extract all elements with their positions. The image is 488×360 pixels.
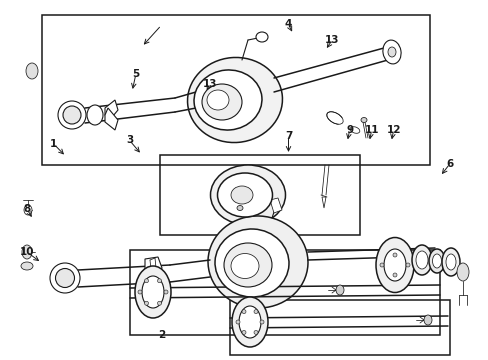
Ellipse shape	[231, 297, 267, 347]
Ellipse shape	[217, 173, 272, 217]
Ellipse shape	[237, 206, 243, 211]
Ellipse shape	[253, 310, 258, 314]
Ellipse shape	[194, 70, 262, 130]
Polygon shape	[269, 198, 282, 213]
Ellipse shape	[441, 248, 459, 276]
Ellipse shape	[21, 262, 33, 270]
Ellipse shape	[63, 106, 81, 124]
Ellipse shape	[405, 263, 409, 267]
Ellipse shape	[335, 285, 343, 295]
Ellipse shape	[382, 40, 400, 64]
Ellipse shape	[210, 165, 285, 225]
Ellipse shape	[207, 216, 307, 308]
Ellipse shape	[50, 263, 80, 293]
Text: 13: 13	[203, 78, 217, 89]
Bar	[160, 155, 359, 235]
Ellipse shape	[230, 186, 252, 204]
Text: 5: 5	[132, 69, 139, 79]
Ellipse shape	[135, 266, 171, 318]
Text: 8: 8	[23, 204, 30, 214]
Ellipse shape	[375, 238, 413, 292]
Ellipse shape	[87, 105, 103, 125]
Ellipse shape	[392, 273, 396, 277]
Ellipse shape	[22, 245, 32, 259]
Ellipse shape	[187, 58, 282, 143]
Polygon shape	[321, 197, 325, 208]
Ellipse shape	[58, 101, 86, 129]
Ellipse shape	[260, 320, 264, 324]
Ellipse shape	[326, 112, 343, 124]
Ellipse shape	[215, 229, 288, 297]
Ellipse shape	[230, 253, 259, 279]
Ellipse shape	[242, 330, 245, 334]
Ellipse shape	[144, 301, 148, 305]
Text: 13: 13	[325, 35, 339, 45]
Ellipse shape	[392, 253, 396, 257]
Ellipse shape	[253, 330, 258, 334]
Text: 7: 7	[284, 131, 292, 141]
Ellipse shape	[445, 254, 455, 270]
Ellipse shape	[239, 306, 261, 338]
Ellipse shape	[423, 315, 431, 325]
Text: 12: 12	[386, 125, 400, 135]
Text: 1: 1	[50, 139, 57, 149]
Ellipse shape	[411, 245, 431, 275]
Ellipse shape	[349, 127, 359, 133]
Ellipse shape	[138, 290, 142, 294]
Ellipse shape	[360, 117, 366, 122]
Polygon shape	[105, 100, 118, 122]
Ellipse shape	[206, 90, 228, 110]
Ellipse shape	[383, 249, 405, 281]
Ellipse shape	[456, 263, 468, 281]
Ellipse shape	[202, 84, 242, 120]
Ellipse shape	[157, 301, 161, 305]
Ellipse shape	[428, 249, 444, 273]
Ellipse shape	[157, 279, 161, 283]
Text: 10: 10	[20, 247, 34, 257]
Polygon shape	[145, 257, 162, 282]
Ellipse shape	[242, 310, 245, 314]
Ellipse shape	[144, 279, 148, 283]
Ellipse shape	[387, 47, 395, 57]
Text: 9: 9	[346, 125, 352, 135]
Bar	[42, 15, 429, 165]
Ellipse shape	[415, 251, 427, 269]
Text: 3: 3	[126, 135, 133, 145]
Text: 4: 4	[284, 19, 292, 30]
Text: 11: 11	[364, 125, 378, 135]
Ellipse shape	[256, 32, 267, 42]
Ellipse shape	[224, 243, 271, 287]
Bar	[229, 300, 449, 355]
Text: 6: 6	[446, 159, 452, 169]
Bar	[130, 250, 439, 335]
Ellipse shape	[236, 320, 240, 324]
Polygon shape	[105, 108, 118, 130]
Ellipse shape	[55, 269, 74, 288]
Ellipse shape	[431, 254, 441, 268]
Text: 2: 2	[158, 330, 164, 340]
Ellipse shape	[26, 63, 38, 79]
Ellipse shape	[379, 263, 383, 267]
Ellipse shape	[142, 276, 163, 308]
Ellipse shape	[24, 205, 32, 215]
Ellipse shape	[163, 290, 168, 294]
